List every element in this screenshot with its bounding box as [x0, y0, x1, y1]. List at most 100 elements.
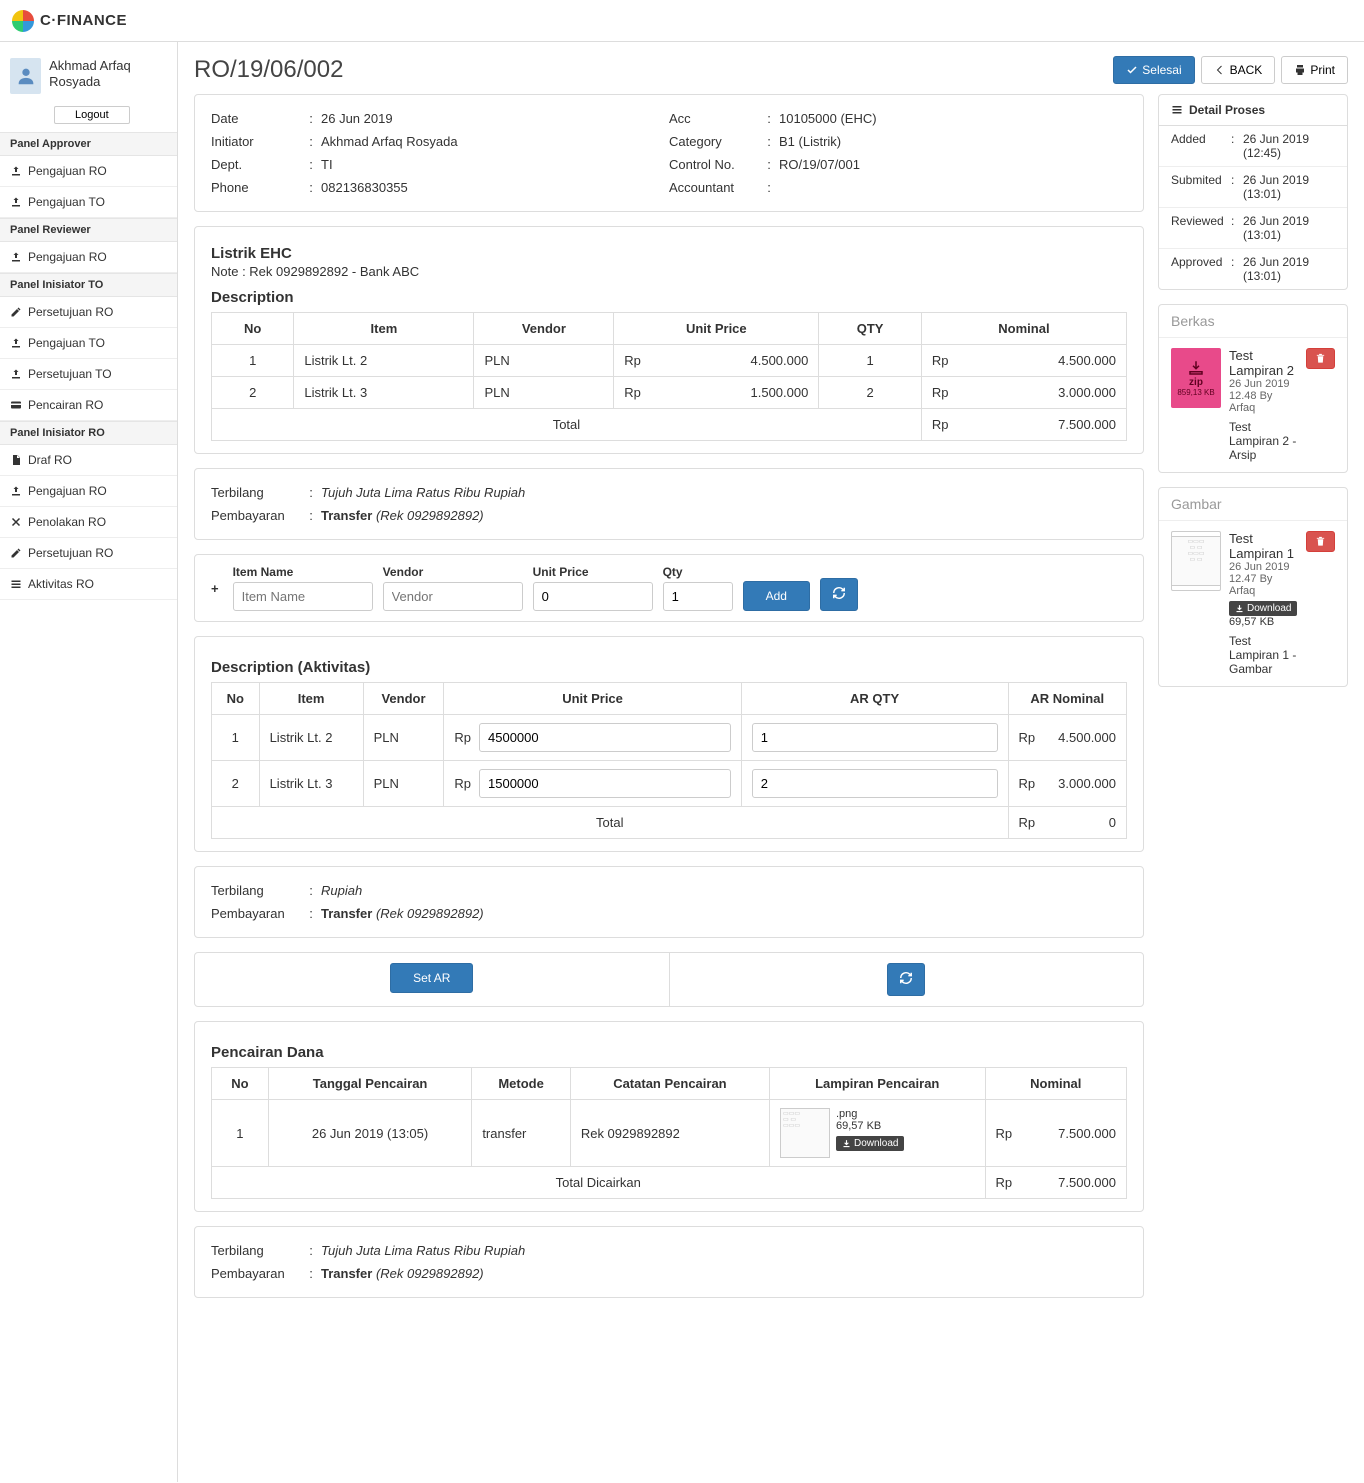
card-icon: [10, 399, 22, 411]
refresh-button-2[interactable]: [887, 963, 925, 996]
nav-item[interactable]: Aktivitas RO: [0, 569, 177, 600]
ar-qty-input[interactable]: [752, 723, 998, 752]
listrik-note: Note : Rek 0929892892 - Bank ABC: [211, 264, 1127, 279]
ar-unit-input[interactable]: [479, 723, 731, 752]
upload-icon: [10, 196, 22, 208]
upload-icon: [10, 368, 22, 380]
panel-header: Panel Inisiator RO: [0, 421, 177, 445]
pencairan-card: Pencairan Dana NoTanggal PencairanMetode…: [194, 1021, 1144, 1212]
list-icon: [1171, 104, 1183, 116]
add-button[interactable]: Add: [743, 581, 810, 611]
pencil-icon: [10, 547, 22, 559]
trash-icon: [1315, 353, 1326, 364]
download-button[interactable]: Download: [836, 1136, 904, 1151]
nav-item[interactable]: Pengajuan RO: [0, 156, 177, 187]
table-row: 2Listrik Lt. 3PLNRp1.500.0002Rp3.000.000: [212, 377, 1127, 409]
download-gambar-button[interactable]: Download: [1229, 601, 1297, 616]
thumbnail-icon: ▭▭▭▭ ▭▭▭▭: [780, 1108, 830, 1158]
upload-icon: [10, 251, 22, 263]
listrik-card: Listrik EHC Note : Rek 0929892892 - Bank…: [194, 226, 1144, 454]
delete-berkas-button[interactable]: [1306, 348, 1335, 369]
nav-item[interactable]: Draf RO: [0, 445, 177, 476]
plus-icon: +: [207, 581, 223, 596]
pencil-icon: [10, 306, 22, 318]
nav-item[interactable]: Persetujuan TO: [0, 359, 177, 390]
panel-header: Panel Inisiator TO: [0, 273, 177, 297]
qty-input[interactable]: [663, 582, 733, 611]
table-row: 2Listrik Lt. 3PLNRpRp3.000.000: [212, 761, 1127, 807]
nav-item[interactable]: Pencairan RO: [0, 390, 177, 421]
summary2-card: Terbilang:Rupiah Pembayaran:Transfer (Re…: [194, 866, 1144, 938]
gambar-name: Test Lampiran 1: [1229, 531, 1298, 561]
main-content: RO/19/06/002 Selesai BACK Print: [178, 42, 1364, 1482]
nav-item[interactable]: Persetujuan RO: [0, 538, 177, 569]
summary3-card: Terbilang:Tujuh Juta Lima Ratus Ribu Rup…: [194, 1226, 1144, 1298]
berkas-name: Test Lampiran 2: [1229, 348, 1298, 378]
action-bar: Set AR: [194, 952, 1144, 1007]
arrow-left-icon: [1214, 64, 1226, 76]
nav-item[interactable]: Pengajuan RO: [0, 242, 177, 273]
unit-price-input[interactable]: [533, 582, 653, 611]
ar-unit-input[interactable]: [479, 769, 731, 798]
check-icon: [1126, 64, 1138, 76]
vendor-input[interactable]: [383, 582, 523, 611]
user-icon: [15, 65, 37, 87]
page-title: RO/19/06/002: [194, 56, 343, 84]
thumbnail-icon: ▭▭▭▭ ▭▭▭▭▭ ▭: [1171, 531, 1221, 591]
meta-card: Date:26 Jun 2019Initiator:Akhmad Arfaq R…: [194, 94, 1144, 212]
print-button[interactable]: Print: [1281, 56, 1348, 84]
berkas-card: Berkas zip 859,13 KB Test Lampiran 2 26 …: [1158, 304, 1348, 473]
nav-item[interactable]: Pengajuan TO: [0, 187, 177, 218]
aktivitas-card: Description (Aktivitas) NoItemVendorUnit…: [194, 636, 1144, 852]
download-icon: [1235, 604, 1244, 613]
pencairan-table: NoTanggal PencairanMetodeCatatan Pencair…: [211, 1067, 1127, 1199]
refresh-icon: [832, 586, 846, 600]
proses-title: Detail Proses: [1189, 103, 1265, 117]
user-name: Akhmad Arfaq Rosyada: [49, 58, 167, 89]
item-name-input[interactable]: [233, 582, 373, 611]
file-icon: [10, 454, 22, 466]
aktiv-title: Description (Aktivitas): [211, 659, 1127, 676]
user-box: Akhmad Arfaq Rosyada: [0, 50, 177, 102]
gambar-card: Gambar ▭▭▭▭ ▭▭▭▭▭ ▭ Test Lampiran 1 26 J…: [1158, 487, 1348, 687]
gambar-title: Gambar: [1159, 488, 1347, 521]
upload-icon: [10, 165, 22, 177]
proses-row: Added:26 Jun 2019 (12:45): [1159, 126, 1347, 167]
nav-item[interactable]: Pengajuan TO: [0, 328, 177, 359]
trash-icon: [1315, 536, 1326, 547]
brand-logo[interactable]: C·FINANCE: [12, 10, 127, 32]
nav-item[interactable]: Penolakan RO: [0, 507, 177, 538]
brand-text: C·FINANCE: [40, 12, 127, 29]
table-row: 1Listrik Lt. 2PLNRpRp4.500.000: [212, 715, 1127, 761]
topbar: C·FINANCE: [0, 0, 1364, 42]
table-row: 1Listrik Lt. 2PLNRp4.500.0001Rp4.500.000: [212, 345, 1127, 377]
upload-icon: [10, 337, 22, 349]
x-icon: [10, 516, 22, 528]
print-icon: [1294, 64, 1306, 76]
list-icon: [10, 578, 22, 590]
nav-item[interactable]: Pengajuan RO: [0, 476, 177, 507]
zip-icon: zip 859,13 KB: [1171, 348, 1221, 408]
proses-row: Submited:26 Jun 2019 (13:01): [1159, 167, 1347, 208]
nav-item[interactable]: Persetujuan RO: [0, 297, 177, 328]
panel-header: Panel Reviewer: [0, 218, 177, 242]
table-row: 126 Jun 2019 (13:05)transferRek 09298928…: [212, 1100, 1127, 1167]
refresh-icon: [899, 971, 913, 985]
berkas-title: Berkas: [1159, 305, 1347, 338]
proses-row: Approved:26 Jun 2019 (13:01): [1159, 249, 1347, 289]
listrik-title: Listrik EHC: [211, 245, 1127, 262]
panel-header: Panel Approver: [0, 132, 177, 156]
back-button[interactable]: BACK: [1201, 56, 1276, 84]
selesai-button[interactable]: Selesai: [1113, 56, 1194, 84]
avatar: [10, 58, 41, 94]
desc-title: Description: [211, 289, 1127, 306]
ar-qty-input[interactable]: [752, 769, 998, 798]
aktivitas-table: NoItemVendorUnit PriceAR QTYAR Nominal 1…: [211, 682, 1127, 839]
refresh-button[interactable]: [820, 578, 858, 611]
logout-button[interactable]: Logout: [54, 106, 130, 124]
set-ar-button[interactable]: Set AR: [390, 963, 473, 993]
desc-total-label: Total: [212, 409, 922, 441]
logo-mark-icon: [12, 10, 34, 32]
detail-proses-card: Detail Proses Added:26 Jun 2019 (12:45)S…: [1158, 94, 1348, 290]
delete-gambar-button[interactable]: [1306, 531, 1335, 552]
